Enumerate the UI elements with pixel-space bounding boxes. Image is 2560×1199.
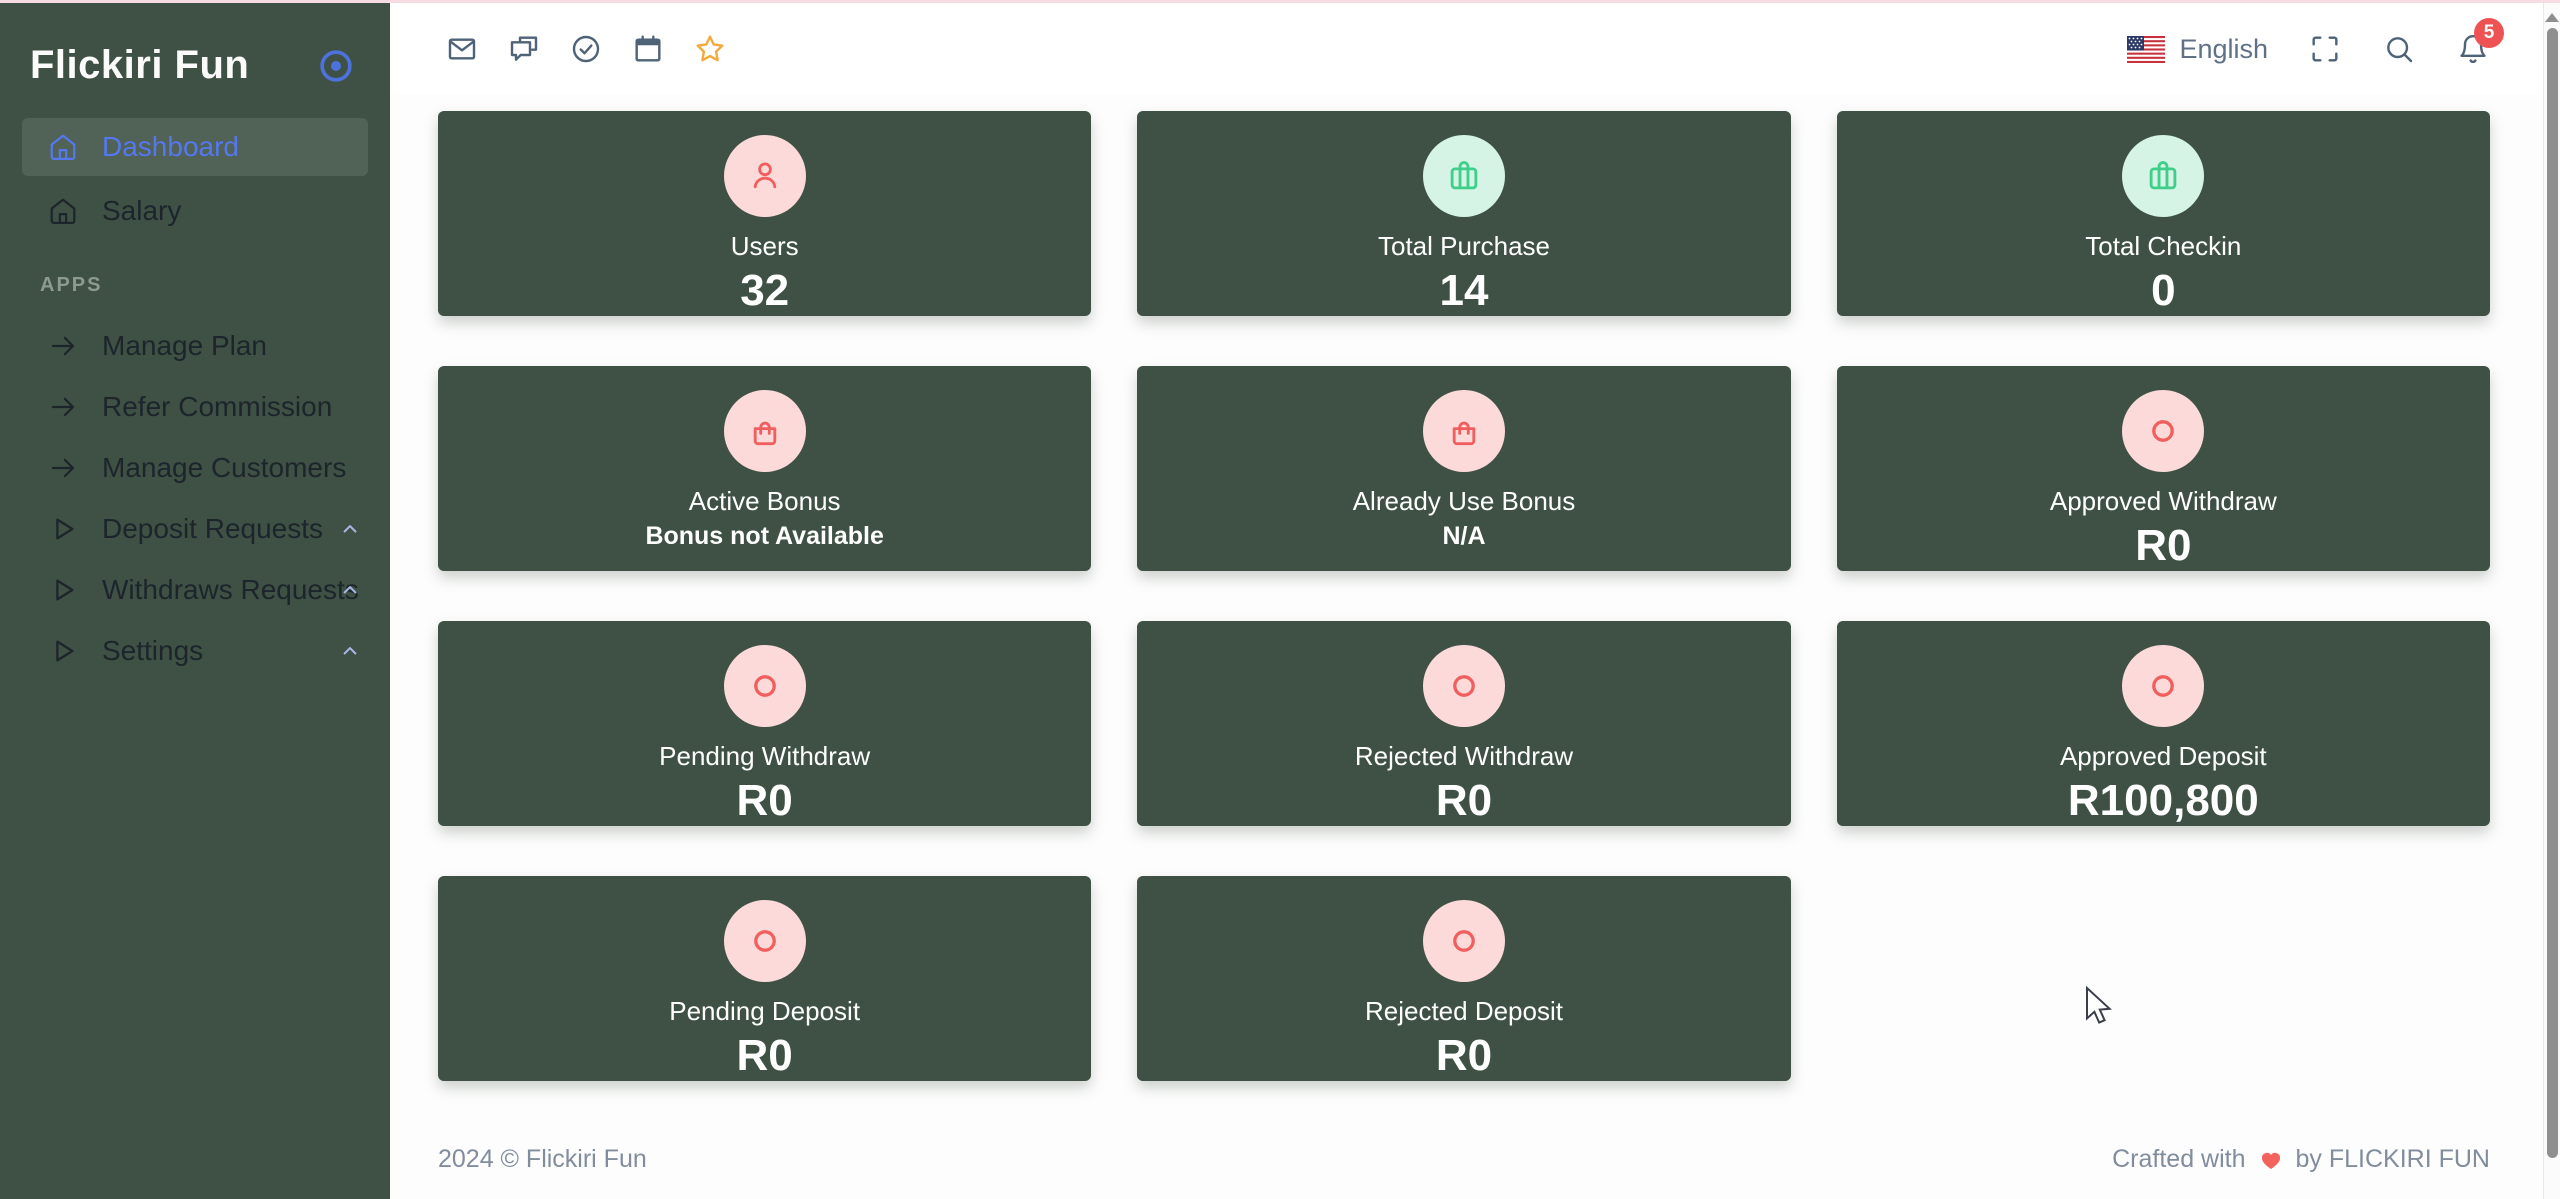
sidebar: Flickiri Fun Dashboard Salary APPS Manag… (0, 3, 390, 1199)
card-title: Active Bonus (688, 486, 841, 516)
card-title: Users (730, 231, 799, 261)
stat-card-rejected-withdraw: Rejected Withdraw R0 (1137, 621, 1791, 826)
card-value: R0 (736, 775, 793, 825)
sidebar-item-manage-plan[interactable]: Manage Plan (0, 315, 390, 376)
sidebar-item-deposit-requests[interactable]: Deposit Requests (0, 498, 390, 559)
circle-icon (1422, 645, 1505, 727)
card-value: R100,800 (2067, 775, 2259, 825)
bell-icon[interactable]: 5 (2456, 18, 2504, 66)
sidebar-item-label: Dashboard (102, 131, 239, 162)
vertical-scrollbar[interactable] (2543, 3, 2560, 1199)
sidebar-item-dashboard[interactable]: Dashboard (22, 118, 368, 176)
card-value: R0 (736, 1030, 793, 1080)
shopping-bag-icon (723, 390, 806, 472)
sidebar-item-label: Settings (102, 634, 204, 666)
card-value: Bonus not Available (645, 521, 884, 550)
card-title: Total Checkin (2085, 231, 2242, 261)
card-title: Rejected Withdraw (1354, 741, 1574, 771)
calendar-icon[interactable] (631, 32, 665, 66)
card-value: 0 (2151, 265, 2176, 315)
language-selector[interactable]: English (2127, 34, 2268, 65)
sidebar-item-manage-customers[interactable]: Manage Customers (0, 437, 390, 498)
chevron-up-icon[interactable] (340, 580, 360, 600)
scroll-up-arrow-icon[interactable] (2545, 13, 2559, 22)
chevron-up-icon[interactable] (340, 519, 360, 539)
top-accent-bar (0, 0, 2560, 3)
card-title: Approved Deposit (2059, 741, 2267, 771)
notification-badge: 5 (2474, 18, 2504, 48)
stat-card-total-purchase: Total Purchase 14 (1137, 111, 1791, 316)
chevron-up-icon[interactable] (340, 641, 360, 661)
card-value: R0 (1435, 775, 1493, 825)
stat-card-rejected-deposit: Rejected Deposit R0 (1137, 876, 1791, 1081)
home-icon (48, 132, 78, 162)
sidebar-item-refer-commission[interactable]: Refer Commission (0, 376, 390, 437)
card-title: Approved Withdraw (2049, 486, 2277, 516)
play-icon (48, 514, 78, 544)
play-icon (48, 575, 78, 605)
arrow-right-icon (48, 392, 78, 422)
sidebar-nav: Dashboard Salary APPS Manage Plan Refer … (0, 118, 390, 681)
sidebar-item-label: Withdraws Requests (102, 573, 359, 605)
check-circle-icon[interactable] (569, 32, 603, 66)
arrow-right-icon (48, 453, 78, 483)
stats-grid: Users 32 Total Purchase 14 Total Checkin… (438, 111, 2490, 1081)
brand-logo[interactable]: Flickiri Fun (30, 43, 250, 87)
card-title: Pending Withdraw (659, 741, 871, 771)
sidebar-item-settings[interactable]: Settings (0, 620, 390, 681)
sidebar-item-salary[interactable]: Salary (0, 182, 390, 240)
play-icon (48, 636, 78, 666)
card-value: N/A (1442, 521, 1486, 550)
stat-card-approved-withdraw: Approved Withdraw R0 (1836, 366, 2490, 571)
circle-icon (723, 645, 806, 727)
sidebar-item-withdraws-requests[interactable]: Withdraws Requests (0, 559, 390, 620)
shopping-bag-icon (1422, 390, 1505, 472)
sidebar-section-apps: APPS (40, 274, 103, 296)
record-icon[interactable] (316, 46, 356, 86)
briefcase-icon (1422, 135, 1505, 217)
circle-icon (2122, 645, 2205, 727)
sidebar-item-label: Manage Plan (102, 329, 268, 361)
mail-icon[interactable] (445, 32, 479, 66)
footer: 2024 © Flickiri Fun Crafted with by FLIC… (438, 1145, 2490, 1174)
sidebar-item-label: Deposit Requests (102, 512, 324, 544)
stat-card-total-checkin: Total Checkin 0 (1836, 111, 2490, 316)
card-value: 14 (1439, 265, 1489, 315)
user-icon (723, 135, 806, 217)
circle-icon (1422, 900, 1505, 982)
sidebar-item-label: Manage Customers (102, 451, 347, 483)
circle-icon (2122, 390, 2205, 472)
topbar: English 5 (390, 3, 2543, 95)
stat-card-pending-withdraw: Pending Withdraw R0 (438, 621, 1092, 826)
main-area: English 5 (390, 3, 2543, 1199)
card-value: R0 (1435, 1030, 1493, 1080)
footer-credit: Crafted with by FLICKIRI FUN (2112, 1145, 2490, 1173)
footer-copyright: 2024 © Flickiri Fun (438, 1145, 647, 1173)
chat-icon[interactable] (507, 32, 541, 66)
stat-card-approved-deposit: Approved Deposit R100,800 (1836, 621, 2490, 826)
stat-card-users: Users 32 (438, 111, 1092, 316)
stat-card-already-use-bonus: Already Use Bonus N/A (1137, 366, 1791, 571)
language-label: English (2179, 33, 2268, 64)
card-title: Rejected Deposit (1364, 996, 1563, 1026)
us-flag-icon (2127, 35, 2166, 63)
card-value: 32 (740, 265, 790, 315)
card-title: Total Purchase (1378, 231, 1550, 261)
scrollbar-thumb[interactable] (2546, 28, 2558, 1158)
sidebar-item-label: Salary (102, 195, 182, 226)
star-icon[interactable] (693, 32, 727, 66)
stat-card-active-bonus: Active Bonus Bonus not Available (438, 366, 1092, 571)
circle-icon (723, 900, 806, 982)
briefcase-icon (2122, 135, 2205, 217)
card-title: Already Use Bonus (1352, 486, 1576, 516)
card-value: R0 (2135, 520, 2192, 570)
arrow-right-icon (48, 331, 78, 361)
sidebar-item-label: Refer Commission (102, 390, 333, 422)
search-icon[interactable] (2382, 32, 2416, 66)
fullscreen-icon[interactable] (2308, 32, 2342, 66)
stat-card-pending-deposit: Pending Deposit R0 (438, 876, 1092, 1081)
home-icon (48, 196, 78, 226)
card-title: Pending Deposit (669, 996, 861, 1026)
heart-icon (2258, 1147, 2284, 1173)
